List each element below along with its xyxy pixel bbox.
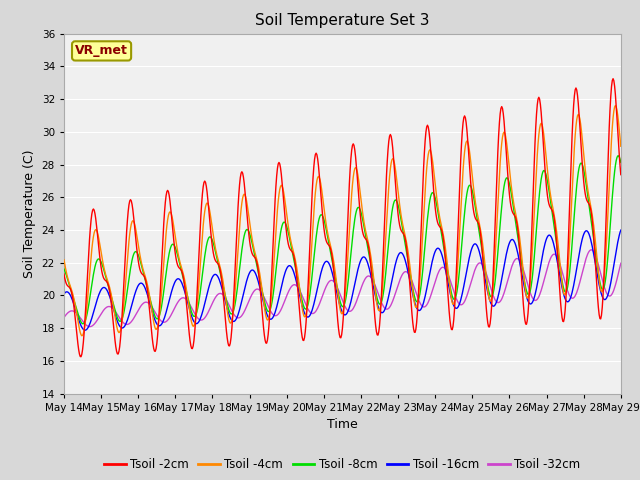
Title: Soil Temperature Set 3: Soil Temperature Set 3 <box>255 13 429 28</box>
Y-axis label: Soil Temperature (C): Soil Temperature (C) <box>23 149 36 278</box>
Text: VR_met: VR_met <box>75 44 128 58</box>
Legend: Tsoil -2cm, Tsoil -4cm, Tsoil -8cm, Tsoil -16cm, Tsoil -32cm: Tsoil -2cm, Tsoil -4cm, Tsoil -8cm, Tsoi… <box>100 454 585 476</box>
X-axis label: Time: Time <box>327 418 358 431</box>
